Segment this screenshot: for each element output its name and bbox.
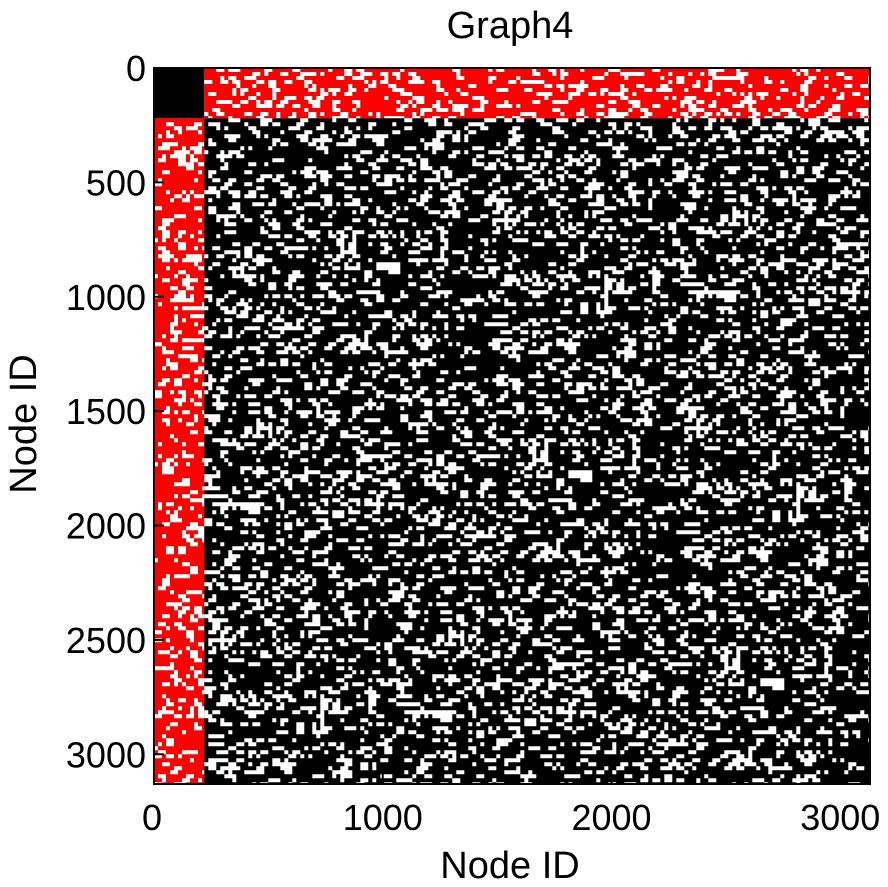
y-tick-label: 1000 bbox=[66, 277, 146, 318]
y-tick-label: 1500 bbox=[66, 391, 146, 432]
block-left-band bbox=[154, 118, 205, 785]
block-gaps bbox=[154, 122, 205, 785]
y-tick-label: 2500 bbox=[66, 620, 146, 661]
plot-frame bbox=[153, 67, 871, 785]
block-gaps bbox=[204, 118, 871, 785]
y-tick-label: 3000 bbox=[66, 734, 146, 775]
block-fill bbox=[154, 68, 205, 119]
x-tick-label: 3000 bbox=[800, 797, 880, 838]
x-tick-label: 2000 bbox=[571, 797, 651, 838]
y-axis-label: Node ID bbox=[3, 354, 45, 493]
x-axis-label: Node ID bbox=[440, 845, 579, 887]
y-tick-label: 500 bbox=[86, 162, 146, 203]
block-main-body bbox=[204, 118, 871, 785]
block-top-band bbox=[204, 68, 871, 119]
y-tick-label: 0 bbox=[126, 48, 146, 89]
y-tick-label: 2000 bbox=[66, 506, 146, 547]
x-axis: 0 1000 2000 3000 bbox=[142, 774, 880, 838]
chart-title: Graph4 bbox=[447, 5, 574, 47]
y-axis: 0 500 1000 1500 2000 2500 3000 bbox=[66, 48, 164, 775]
x-tick-label: 0 bbox=[142, 797, 162, 838]
block-gaps bbox=[204, 68, 871, 119]
plot-area bbox=[154, 68, 871, 785]
block-core-block bbox=[154, 68, 205, 119]
x-tick-label: 1000 bbox=[343, 797, 423, 838]
